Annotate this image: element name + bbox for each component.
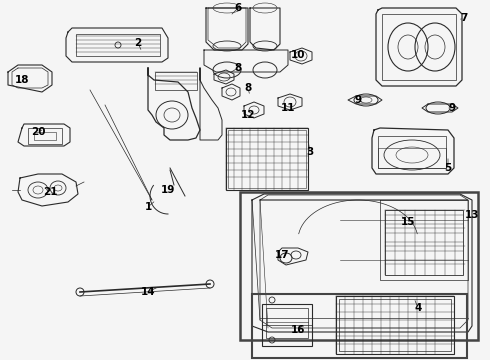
Text: 2: 2 (134, 38, 142, 48)
Bar (240, 192, 478, 340)
Bar (378, 148, 446, 168)
Text: 15: 15 (401, 217, 415, 227)
Bar (385, 210, 463, 275)
Bar (76, 34, 160, 56)
Text: 12: 12 (241, 110, 255, 120)
Text: 10: 10 (291, 50, 305, 60)
Bar (378, 136, 446, 168)
Text: 19: 19 (161, 185, 175, 195)
Bar (28, 128, 62, 144)
Text: 8: 8 (245, 83, 252, 93)
Text: 20: 20 (31, 127, 45, 137)
Text: 14: 14 (141, 287, 155, 297)
Bar (262, 304, 312, 346)
Text: 21: 21 (43, 187, 57, 197)
Bar (266, 308, 308, 338)
Text: 3: 3 (306, 147, 314, 157)
Bar (226, 128, 308, 190)
Text: 16: 16 (291, 325, 305, 335)
Text: 6: 6 (234, 3, 242, 13)
Text: 9: 9 (448, 103, 456, 113)
Bar (252, 294, 467, 358)
Text: 13: 13 (465, 210, 479, 220)
Text: 7: 7 (460, 13, 467, 23)
Text: 1: 1 (145, 202, 151, 212)
Text: 8: 8 (234, 63, 242, 73)
Bar (336, 296, 454, 354)
Bar (339, 299, 451, 351)
Text: 5: 5 (444, 163, 452, 173)
Text: 4: 4 (415, 303, 422, 313)
Bar (382, 14, 456, 80)
Bar (155, 72, 197, 90)
Text: 9: 9 (354, 95, 362, 105)
Bar (228, 130, 306, 188)
Text: 18: 18 (15, 75, 29, 85)
Bar (34, 132, 56, 140)
Text: 11: 11 (281, 103, 295, 113)
Text: 17: 17 (275, 250, 289, 260)
